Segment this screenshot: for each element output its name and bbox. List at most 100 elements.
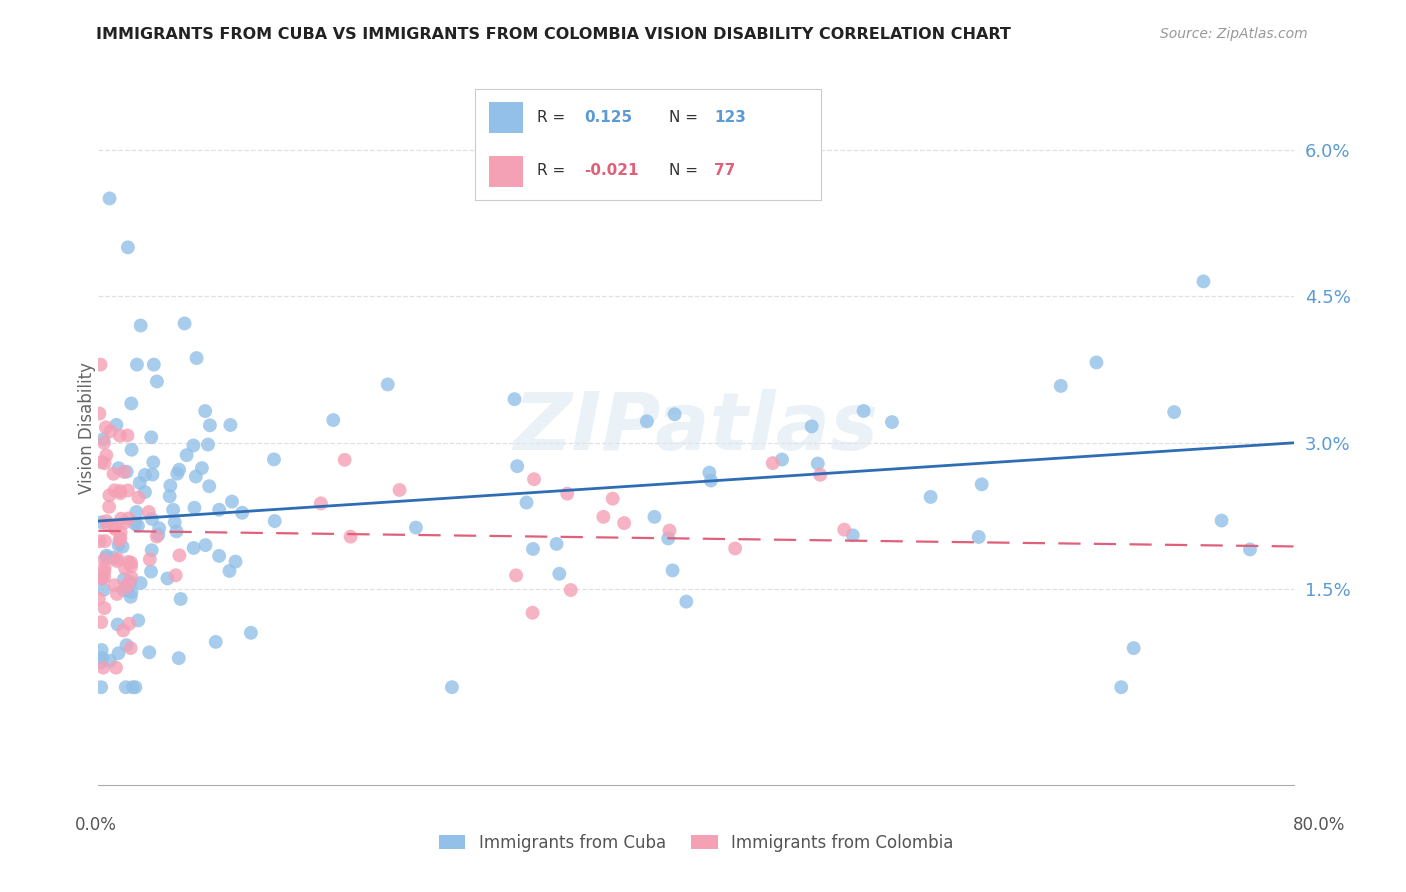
Point xyxy=(121,680,143,694)
Point xyxy=(105,417,128,432)
Point xyxy=(93,565,115,579)
Point xyxy=(263,514,285,528)
Point xyxy=(159,478,181,492)
Point xyxy=(661,563,683,577)
Point xyxy=(114,561,136,575)
Point xyxy=(120,396,142,410)
Point xyxy=(103,467,125,481)
Point xyxy=(89,534,111,549)
Point xyxy=(842,528,865,542)
Point xyxy=(239,625,262,640)
Point xyxy=(112,624,135,638)
Point xyxy=(94,420,117,434)
Point xyxy=(832,523,855,537)
Point xyxy=(93,582,115,597)
Point xyxy=(522,541,544,556)
Point xyxy=(1122,641,1144,656)
Point xyxy=(724,541,747,556)
Point xyxy=(148,527,170,541)
Point xyxy=(141,512,163,526)
Point xyxy=(141,543,163,558)
Point xyxy=(167,463,190,477)
Point xyxy=(127,491,149,505)
Point xyxy=(967,530,990,544)
Point xyxy=(169,592,191,607)
Point xyxy=(105,554,128,568)
Point xyxy=(194,404,217,418)
Point xyxy=(675,594,697,608)
Point xyxy=(592,509,614,524)
Point xyxy=(658,524,681,538)
Point xyxy=(90,455,112,469)
Point xyxy=(120,641,142,656)
Point xyxy=(117,555,139,569)
Point xyxy=(548,566,571,581)
Point xyxy=(128,475,150,490)
Point xyxy=(1109,680,1132,694)
Point xyxy=(120,559,142,574)
Point xyxy=(197,437,219,451)
Point xyxy=(142,455,165,469)
Point xyxy=(90,680,112,694)
Text: 0.0%: 0.0% xyxy=(75,816,117,834)
Point xyxy=(96,448,118,462)
Point xyxy=(156,571,179,585)
Point xyxy=(169,549,191,563)
Point xyxy=(120,590,142,604)
Point xyxy=(657,532,679,546)
Point xyxy=(127,614,149,628)
Point xyxy=(96,549,118,563)
Point xyxy=(120,570,142,584)
Point xyxy=(104,521,127,535)
Point xyxy=(121,585,143,599)
Point xyxy=(173,317,195,331)
Point xyxy=(124,516,146,531)
Point xyxy=(107,617,129,632)
Point xyxy=(129,576,152,591)
Point xyxy=(98,654,121,668)
Point xyxy=(118,616,141,631)
Point xyxy=(129,318,152,333)
Point xyxy=(194,538,217,552)
Point xyxy=(183,500,205,515)
Point xyxy=(388,483,411,497)
Point xyxy=(112,583,135,598)
Point xyxy=(162,502,184,516)
Point xyxy=(97,518,120,533)
Point xyxy=(1163,405,1185,419)
Point xyxy=(546,537,568,551)
Point xyxy=(90,571,112,585)
Point xyxy=(87,591,110,606)
Point xyxy=(125,358,148,372)
Point xyxy=(117,576,139,591)
Point xyxy=(90,655,112,669)
Point xyxy=(186,351,208,365)
Point xyxy=(1211,514,1233,528)
Point xyxy=(198,418,221,433)
Point xyxy=(159,489,181,503)
Text: Source: ZipAtlas.com: Source: ZipAtlas.com xyxy=(1160,27,1308,41)
Point xyxy=(146,375,169,389)
Point xyxy=(124,680,146,694)
Point xyxy=(120,556,142,570)
Point xyxy=(90,516,112,530)
Point xyxy=(219,417,242,432)
Point xyxy=(377,377,399,392)
Point xyxy=(120,575,142,590)
Point xyxy=(90,643,112,657)
Point xyxy=(522,606,544,620)
Point xyxy=(800,419,823,434)
Point xyxy=(166,467,188,481)
Point xyxy=(762,456,785,470)
Point xyxy=(127,518,149,533)
Point xyxy=(91,651,114,665)
Point xyxy=(110,531,132,545)
Point xyxy=(107,552,129,566)
Point xyxy=(263,452,285,467)
Point xyxy=(515,495,537,509)
Point xyxy=(96,550,118,565)
Point xyxy=(107,538,129,552)
Text: 80.0%: 80.0% xyxy=(1292,816,1346,834)
Point xyxy=(183,541,205,555)
Point xyxy=(176,448,198,462)
